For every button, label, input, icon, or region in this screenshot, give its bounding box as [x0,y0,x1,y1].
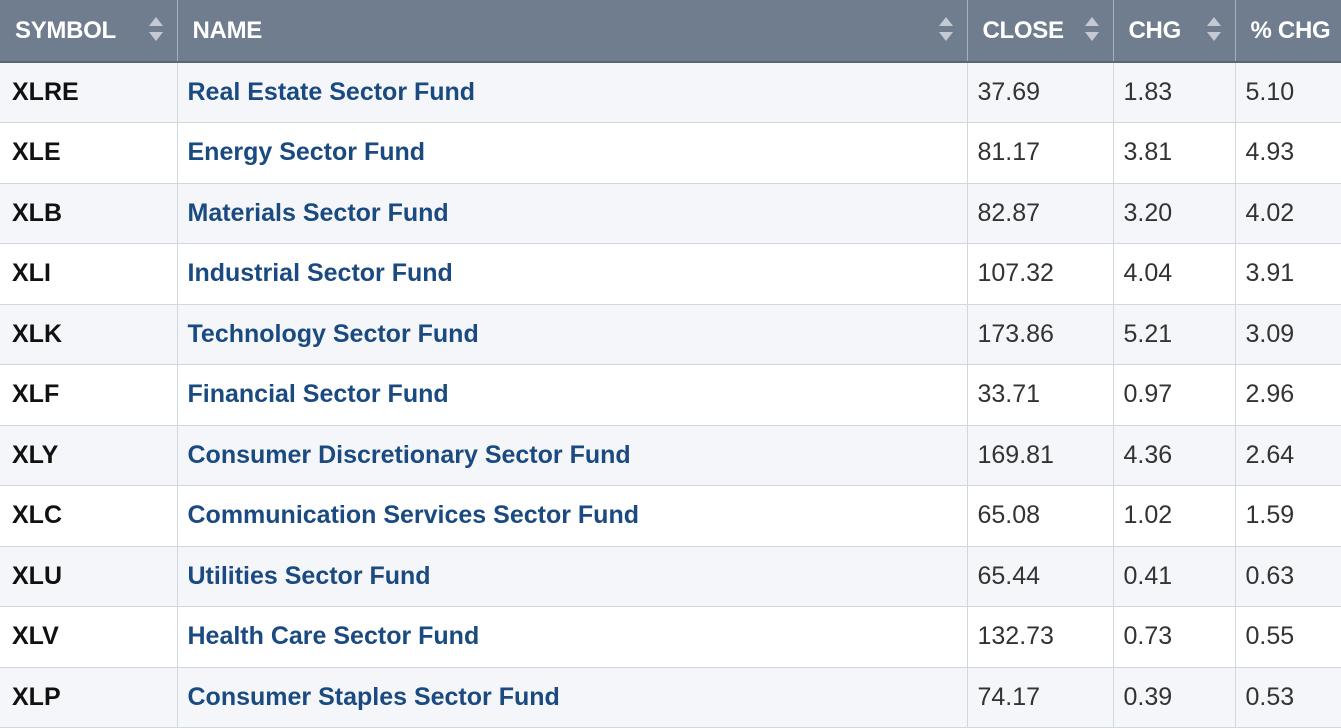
chg-cell: 0.97 [1113,364,1236,426]
close-cell: 65.08 [967,485,1114,547]
column-header-label: CLOSE [982,16,1064,44]
close-cell: 81.17 [967,122,1114,184]
chg-cell: 5.21 [1113,304,1236,365]
table-row: XLP Consumer Staples Sector Fund 74.17 0… [0,667,1341,728]
fund-name-link[interactable]: Consumer Discretionary Sector Fund [187,440,631,469]
pct-chg-cell: 2.64 [1235,425,1341,486]
column-header-name[interactable]: NAME [177,0,968,63]
close-cell: 82.87 [967,183,1114,244]
pct-chg-cell: 4.93 [1235,122,1341,184]
chg-cell: 0.73 [1113,606,1236,668]
pct-chg-cell: 4.02 [1235,183,1341,244]
name-cell: Technology Sector Fund [177,304,968,365]
column-header-label: CHG [1128,16,1182,44]
pct-chg-cell: 1.59 [1235,485,1341,547]
symbol-cell: XLV [0,606,178,668]
pct-chg-cell: 3.91 [1235,243,1341,305]
symbol-cell: XLI [0,243,178,305]
column-header-symbol[interactable]: SYMBOL [0,0,178,63]
table-row: XLI Industrial Sector Fund 107.32 4.04 3… [0,243,1341,305]
chg-cell: 4.04 [1113,243,1236,305]
symbol-cell: XLE [0,122,178,184]
table-row: XLU Utilities Sector Fund 65.44 0.41 0.6… [0,546,1341,607]
fund-name-link[interactable]: Consumer Staples Sector Fund [187,682,560,711]
table-row: XLRE Real Estate Sector Fund 37.69 1.83 … [0,62,1341,123]
fund-name-link[interactable]: Utilities Sector Fund [187,561,431,590]
name-cell: Utilities Sector Fund [177,546,968,607]
fund-name-link[interactable]: Technology Sector Fund [187,319,479,348]
close-cell: 173.86 [967,304,1114,365]
symbol-cell: XLK [0,304,178,365]
close-cell: 37.69 [967,62,1114,123]
sort-arrows-icon[interactable] [938,17,953,41]
name-cell: Real Estate Sector Fund [177,62,968,123]
name-cell: Consumer Discretionary Sector Fund [177,425,968,486]
column-header-pct-chg[interactable]: % CHG [1235,0,1341,63]
symbol-cell: XLU [0,546,178,607]
table-row: XLF Financial Sector Fund 33.71 0.97 2.9… [0,364,1341,426]
close-cell: 33.71 [967,364,1114,426]
table-row: XLK Technology Sector Fund 173.86 5.21 3… [0,304,1341,365]
symbol-cell: XLP [0,667,178,728]
symbol-cell: XLF [0,364,178,426]
name-cell: Communication Services Sector Fund [177,485,968,547]
column-header-label: SYMBOL [15,16,116,44]
table-body: XLRE Real Estate Sector Fund 37.69 1.83 … [0,62,1341,728]
close-cell: 65.44 [967,546,1114,607]
column-header-label: NAME [192,16,263,44]
name-cell: Consumer Staples Sector Fund [177,667,968,728]
table-row: XLE Energy Sector Fund 81.17 3.81 4.93 [0,122,1341,184]
fund-name-link[interactable]: Industrial Sector Fund [187,259,453,288]
chg-cell: 3.81 [1113,122,1236,184]
fund-name-link[interactable]: Financial Sector Fund [187,380,449,409]
name-cell: Health Care Sector Fund [177,606,968,668]
fund-name-link[interactable]: Real Estate Sector Fund [187,78,476,106]
table-row: XLY Consumer Discretionary Sector Fund 1… [0,425,1341,486]
fund-name-link[interactable]: Energy Sector Fund [187,138,426,167]
chg-cell: 4.36 [1113,425,1236,486]
close-cell: 132.73 [967,606,1114,668]
header-row: SYMBOL NAME CLOSE CHG % CHG [0,0,1341,63]
symbol-cell: XLB [0,183,178,244]
column-header-close[interactable]: CLOSE [967,0,1114,63]
chg-cell: 0.41 [1113,546,1236,607]
table-row: XLB Materials Sector Fund 82.87 3.20 4.0… [0,183,1341,244]
column-header-label: % CHG [1250,16,1331,44]
name-cell: Financial Sector Fund [177,364,968,426]
sort-arrows-icon[interactable] [1084,17,1099,41]
name-cell: Materials Sector Fund [177,183,968,244]
chg-cell: 0.39 [1113,667,1236,728]
pct-chg-cell: 2.96 [1235,364,1341,426]
table-header: SYMBOL NAME CLOSE CHG % CHG [0,0,1341,63]
close-cell: 169.81 [967,425,1114,486]
sort-arrows-icon[interactable] [148,17,163,41]
close-cell: 74.17 [967,667,1114,728]
close-cell: 107.32 [967,243,1114,305]
fund-name-link[interactable]: Materials Sector Fund [187,198,449,227]
symbol-cell: XLRE [0,62,178,123]
column-header-chg[interactable]: CHG [1113,0,1236,63]
fund-name-link[interactable]: Communication Services Sector Fund [187,501,640,530]
pct-chg-cell: 5.10 [1235,62,1341,123]
name-cell: Energy Sector Fund [177,122,968,184]
pct-chg-cell: 0.53 [1235,667,1341,728]
symbol-cell: XLC [0,485,178,547]
chg-cell: 1.83 [1113,62,1236,123]
table-row: XLC Communication Services Sector Fund 6… [0,485,1341,547]
chg-cell: 1.02 [1113,485,1236,547]
table-row: XLV Health Care Sector Fund 132.73 0.73 … [0,606,1341,668]
symbol-cell: XLY [0,425,178,486]
name-cell: Industrial Sector Fund [177,243,968,305]
fund-name-link[interactable]: Health Care Sector Fund [187,622,480,651]
pct-chg-cell: 0.63 [1235,546,1341,607]
pct-chg-cell: 0.55 [1235,606,1341,668]
chg-cell: 3.20 [1113,183,1236,244]
sort-arrows-icon[interactable] [1206,17,1221,41]
pct-chg-cell: 3.09 [1235,304,1341,365]
